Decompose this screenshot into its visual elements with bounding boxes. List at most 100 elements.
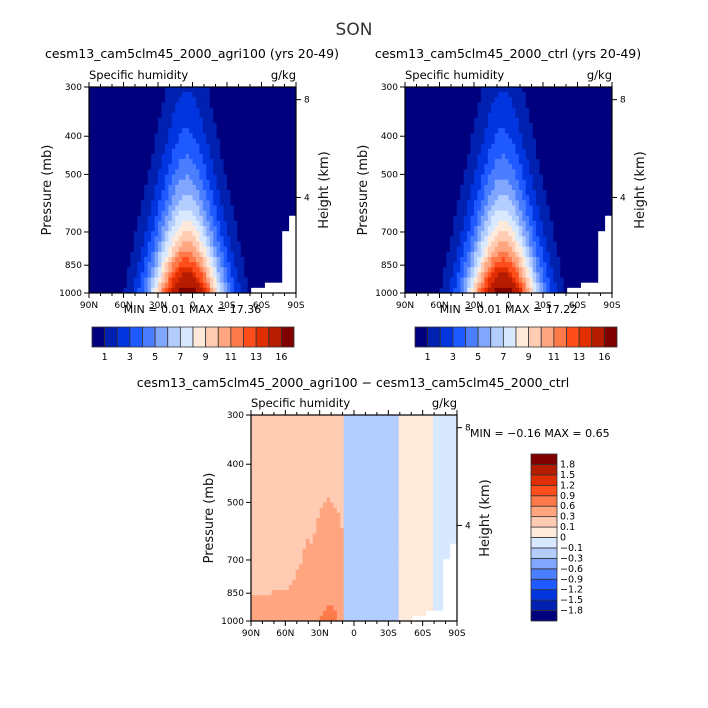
contour-cell [123,133,128,139]
contour-cell [418,210,423,217]
contour-cell [556,246,561,253]
contour-cell [522,256,527,263]
contour-cell [95,282,100,289]
contour-cell [518,236,523,242]
contour-cell [282,123,287,129]
contour-cell [102,256,107,263]
contour-cell [175,143,180,150]
contour-cell [233,277,238,284]
contour-cell [168,153,173,160]
contour-cell [549,256,554,263]
contour-cell [92,220,97,227]
contour-cell [230,107,235,114]
contour-cell [271,215,276,222]
contour-cell [501,241,506,248]
contour-cell [126,205,131,211]
contour-cell [254,164,259,170]
contour-cell [567,123,571,129]
contour-cell [594,123,599,129]
contour-cell [418,215,423,222]
contour-cell [185,262,190,268]
contour-cell [233,272,238,278]
x-tick-label: 30N [149,301,167,311]
contour-cell [189,231,193,237]
contour-cell [418,231,423,237]
contour-cell [261,153,266,160]
contour-cell [133,153,138,160]
contour-cell [456,164,461,170]
contour-cell [251,92,255,98]
contour-cell [240,272,245,278]
contour-cell [109,210,114,217]
contour-cell [195,231,200,237]
contour-cell [543,262,547,268]
contour-cell [453,169,458,175]
contour-cell [584,282,589,289]
contour-cell [422,133,427,139]
contour-cell [494,220,499,227]
contour-cell [529,133,534,139]
contour-cell [474,220,478,227]
contour-cell [405,287,409,294]
contour-cell [144,123,149,129]
contour-cell [292,282,297,289]
contour-cell [505,123,509,129]
contour-cell [411,282,416,289]
contour-cell [453,241,458,248]
contour-cell [109,184,114,191]
contour-cell [501,277,506,284]
contour-cell [192,128,197,134]
contour-cell [185,282,190,289]
contour-cell [282,220,287,227]
contour-cell [422,251,427,258]
contour-cell [418,97,423,103]
contour-cell [285,138,290,145]
contour-cell [477,184,482,191]
contour-cell [577,169,582,175]
contour-cell [202,200,207,206]
contour-cell [264,215,269,222]
contour-cell [251,102,255,108]
contour-cell [408,241,413,248]
contour-cell [161,123,166,129]
contour-cell [429,226,433,232]
contour-cell [164,128,169,134]
contour-cell [498,282,502,289]
contour-cell [175,148,180,155]
contour-cell [189,112,193,119]
contour-cell [130,107,135,114]
contour-cell [192,200,197,206]
contour-cell [251,231,255,237]
contour-cell [563,179,568,186]
contour-cell [563,164,568,170]
contour-cell [415,282,420,289]
contour-cell [594,277,599,284]
contour-cell [515,246,520,253]
contour-cell [487,236,492,242]
contour-cell [549,92,554,98]
contour-cell [113,174,117,181]
contour-cell [278,123,283,129]
contour-cell [220,143,224,150]
contour-cell [261,287,266,294]
contour-cell [161,200,166,206]
contour-cell [463,282,468,289]
contour-cell [456,200,461,206]
contour-cell [240,97,245,103]
contour-cell [289,123,293,129]
contour-cell [543,148,547,155]
contour-cell [137,287,142,294]
contour-cell [168,133,173,139]
contour-cell [251,210,255,217]
contour-cell [556,287,561,294]
contour-cell [577,200,582,206]
contour-cell [237,272,242,278]
contour-cell [539,153,544,160]
contour-cell [126,236,131,242]
contour-cell [529,174,534,181]
contour-cell [460,195,465,201]
contour-cell [598,251,603,258]
contour-cell [185,190,190,196]
contour-cell [247,97,252,103]
contour-cell [164,148,169,155]
